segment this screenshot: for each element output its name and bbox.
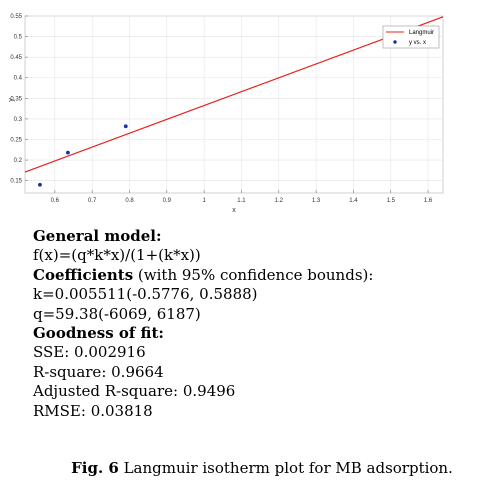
y-tick-label: 0.45 [10, 55, 22, 61]
coefficient-k: k=0.005511(-0.5776, 0.5888) [33, 285, 258, 304]
figure-caption: Fig. 6 Langmuir isotherm plot for MB ads… [33, 459, 491, 477]
legend-point-swatch [393, 40, 397, 44]
plot-area [24, 15, 444, 194]
caption-text: Langmuir isotherm plot for MB adsorption… [118, 459, 453, 477]
x-tick-label: 1.1 [237, 198, 246, 204]
legend-entry-data: y vs. x [409, 40, 426, 46]
legend-entry-fit: Langmuir [409, 30, 434, 36]
fit-line [24, 16, 444, 173]
y-tick-label: 0.4 [14, 76, 23, 82]
x-tick-label: 0.6 [51, 198, 60, 204]
x-tick-label: 0.7 [88, 198, 97, 204]
x-tick-label: 1.2 [275, 198, 284, 204]
data-point [123, 124, 128, 129]
y-axis-label: y [8, 98, 15, 102]
sse-value: SSE: 0.002916 [33, 343, 146, 362]
y-tick-label: 0.2 [14, 158, 23, 164]
rsquare-value: R-square: 0.9664 [33, 362, 164, 381]
series [24, 16, 444, 187]
fit-results: General model: f(x)=(q*k*x)/(1+(k*x)) Co… [33, 227, 483, 421]
data-point [66, 150, 70, 155]
x-axis-label: x [232, 207, 236, 214]
langmuir-plot: 0.6 0.7 0.8 0.9 1 1.1 1.2 1.3 1.4 1.5 1.6 0.150.20… [8, 14, 444, 214]
coefficient-q: q=59.38(-6069, 6187) [33, 304, 201, 323]
coefficients-heading: Coefficients [33, 265, 134, 284]
goodness-heading: Goodness of fit: [33, 324, 164, 343]
adjusted-rsquare-value: Adjusted R-square: 0.9496 [33, 382, 236, 401]
y-ticks: 0.15 0.2 0.25 0.3 0.35 0.4 0.45 0.5 0.55 [10, 14, 28, 185]
x-tick-label: 0.9 [163, 198, 172, 204]
general-model-heading: General model: [33, 227, 162, 245]
y-tick-label: 0.55 [10, 14, 22, 20]
coefficients-line: Coefficients (with 95% confidence bounds… [33, 266, 483, 285]
y-tick-label: 0.15 [10, 179, 22, 185]
y-tick-label: 0.35 [10, 96, 22, 102]
x-tick-label: 1 [202, 198, 206, 204]
y-tick-label: 0.3 [14, 117, 23, 123]
figure-label: Fig. 6 [71, 459, 119, 477]
data-point [38, 182, 42, 187]
x-tick-label: 1.4 [349, 198, 358, 204]
y-tick-label: 0.25 [10, 137, 22, 143]
rmse-value: RMSE: 0.03818 [33, 401, 153, 420]
x-tick-label: 0.8 [125, 198, 134, 204]
model-equation: f(x)=(q*k*x)/(1+(k*x)) [33, 246, 201, 265]
x-ticks: 0.6 0.7 0.8 0.9 1 1.1 1.2 1.3 1.4 1.5 1.6 [51, 190, 433, 204]
legend: Langmuir y vs. x [382, 25, 440, 49]
x-tick-label: 1.3 [312, 198, 321, 204]
x-tick-label: 1.6 [424, 198, 433, 204]
coefficients-note: (with 95% confidence bounds): [133, 265, 374, 284]
y-tick-label: 0.5 [14, 35, 23, 41]
x-tick-label: 1.5 [387, 198, 396, 204]
